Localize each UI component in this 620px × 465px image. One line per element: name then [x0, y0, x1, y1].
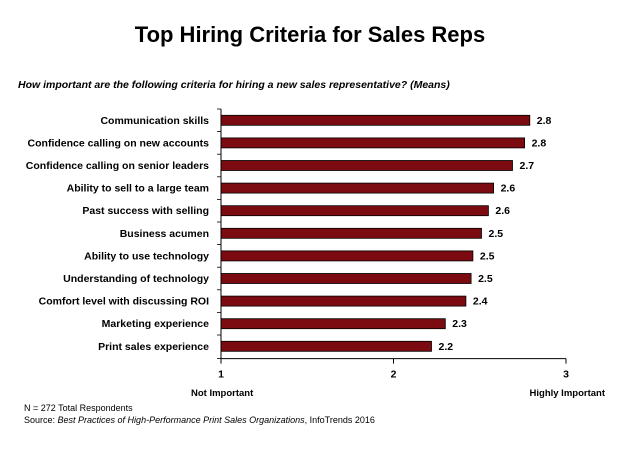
category-label: Understanding of technology [63, 273, 209, 285]
value-label: 2.8 [537, 115, 552, 127]
bar [220, 340, 432, 352]
value-label: 2.6 [501, 183, 516, 195]
bar [220, 250, 474, 262]
value-label: 2.7 [520, 160, 535, 172]
bar [220, 137, 526, 149]
value-label: 2.5 [480, 250, 495, 262]
source-prefix: Source: [24, 415, 58, 425]
bar [220, 114, 531, 126]
scale-min-label: Not Important [191, 388, 254, 399]
respondents-note: N = 272 Total Respondents [24, 403, 133, 413]
value-label: 2.3 [452, 318, 467, 330]
value-label: 2.8 [532, 137, 547, 149]
bar [220, 295, 467, 307]
category-label: Comfort level with discussing ROI [39, 296, 209, 308]
value-label: 2.6 [495, 205, 510, 217]
category-label: Communication skills [100, 115, 209, 127]
source-suffix: , InfoTrends 2016 [304, 415, 375, 425]
scale-max-label: Highly Important [529, 388, 605, 399]
source-title: Best Practices of High-Performance Print… [57, 415, 305, 425]
category-label: Ability to sell to a large team [67, 183, 209, 195]
chart-subtitle: How important are the following criteria… [18, 79, 450, 91]
category-label: Business acumen [120, 228, 209, 240]
bar [220, 160, 513, 171]
value-label: 2.2 [439, 341, 454, 353]
bar [220, 227, 482, 239]
x-tick-label: 2 [391, 369, 397, 381]
x-tick-label: 3 [563, 369, 569, 381]
category-label: Confidence calling on senior leaders [26, 160, 209, 172]
bar [220, 205, 489, 217]
category-label: Ability to use technology [84, 250, 209, 262]
category-label: Marketing experience [102, 318, 210, 330]
category-label: Confidence calling on new accounts [28, 137, 210, 149]
category-label: Past success with selling [82, 205, 209, 217]
bar [220, 318, 446, 330]
value-label: 2.5 [489, 228, 504, 240]
source-note: Source: Best Practices of High-Performan… [24, 415, 375, 425]
value-label: 2.5 [478, 273, 493, 285]
x-tick-label: 1 [218, 369, 224, 381]
bar [220, 182, 495, 194]
category-label: Print sales experience [98, 341, 209, 353]
value-label: 2.4 [473, 296, 488, 308]
chart-title: Top Hiring Criteria for Sales Reps [134, 22, 486, 47]
bar [220, 273, 472, 284]
